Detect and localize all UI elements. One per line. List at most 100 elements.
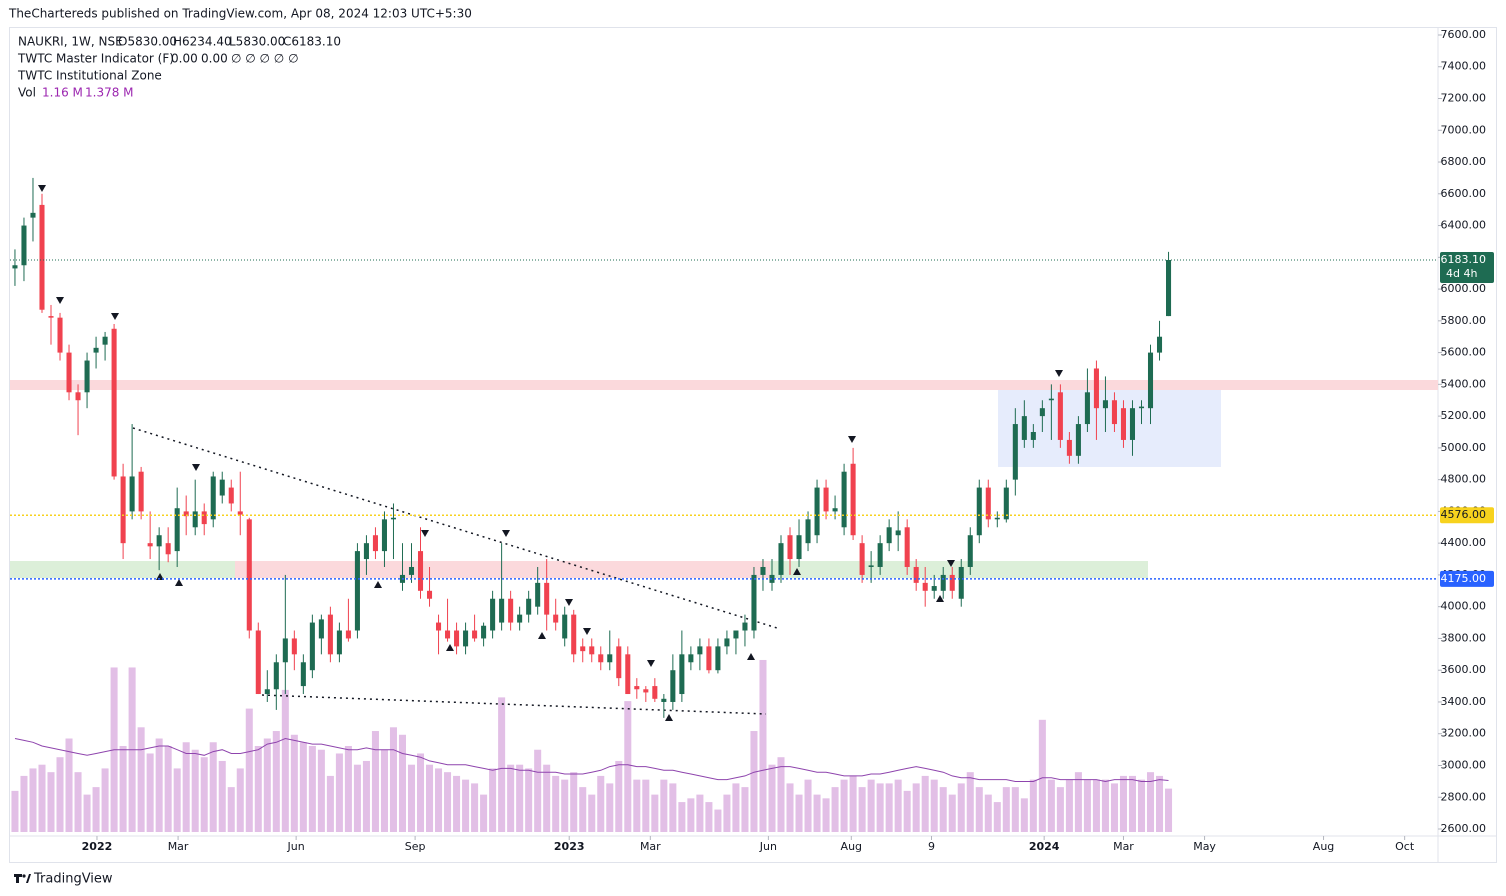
- candle-body: [1084, 392, 1090, 425]
- candle-body: [823, 487, 829, 512]
- candle-body: [57, 317, 63, 353]
- volume-bar: [1110, 783, 1118, 832]
- signal-marker: [947, 560, 955, 567]
- volume-bar: [588, 794, 596, 832]
- volume-bar: [624, 701, 632, 832]
- volume-bar: [362, 760, 370, 832]
- signal-marker: [665, 714, 673, 721]
- volume-bar: [957, 783, 965, 832]
- volume-bar: [281, 689, 289, 832]
- candle-body: [553, 614, 559, 623]
- candle-body: [1111, 400, 1117, 425]
- volume-bar: [480, 794, 488, 832]
- y-tick-label: 6800.00: [1441, 155, 1487, 168]
- candle-body: [517, 614, 523, 623]
- candle-body: [408, 566, 415, 575]
- volume-bar: [489, 768, 497, 832]
- y-tick-label: 7000.00: [1441, 123, 1487, 136]
- volume-bar: [47, 772, 55, 832]
- y-tick-label: 3000.00: [1441, 758, 1487, 771]
- volume-bar: [435, 768, 443, 832]
- volume-bar: [245, 708, 253, 832]
- candle-body: [183, 511, 189, 517]
- candle-body: [390, 517, 397, 520]
- candle-body: [796, 535, 802, 560]
- candle-body: [147, 543, 153, 547]
- candle-body: [976, 487, 982, 536]
- candle-body: [102, 336, 108, 345]
- price-level-tag: [1440, 507, 1494, 524]
- signal-marker: [1055, 370, 1063, 377]
- candle-body: [940, 574, 946, 591]
- candle-body: [156, 535, 162, 547]
- trend-lines: [132, 427, 778, 715]
- volume-bar: [20, 775, 28, 832]
- candle-body: [1048, 398, 1054, 401]
- volume-bar: [966, 772, 974, 832]
- signal-marker: [374, 581, 382, 588]
- x-tick-label: Jun: [759, 840, 777, 853]
- logo-part: [26, 874, 31, 883]
- y-tick-label: 7600.00: [1441, 28, 1487, 41]
- candle-body: [255, 630, 261, 695]
- candle-body: [372, 535, 378, 552]
- volume-bar: [876, 783, 884, 832]
- volume-bar: [795, 794, 803, 832]
- trendline: [132, 427, 778, 629]
- volume-bar: [813, 794, 821, 832]
- volume-bar: [606, 783, 614, 832]
- y-tick-label: 5800.00: [1441, 314, 1487, 327]
- volume-bar: [164, 745, 172, 832]
- brand: TradingView: [33, 872, 113, 887]
- volume-bar: [579, 787, 587, 832]
- signal-marker: [56, 297, 64, 304]
- volume-bar: [56, 757, 64, 832]
- candle-body: [174, 508, 180, 552]
- candle-body: [625, 654, 631, 695]
- volume-bar: [371, 731, 379, 832]
- candle-body: [571, 614, 577, 655]
- volume-bar: [975, 787, 983, 832]
- candle-body: [679, 654, 685, 695]
- candle-body: [381, 519, 387, 552]
- candle-body: [913, 566, 919, 583]
- candle-body: [1066, 439, 1072, 456]
- volume-bar: [1038, 719, 1046, 832]
- candle-body: [634, 686, 640, 690]
- signal-marker: [38, 185, 46, 192]
- volume-bar: [444, 772, 452, 832]
- volume-bar: [209, 742, 217, 832]
- supply-zone: [235, 561, 770, 578]
- volume-bar: [1156, 775, 1164, 832]
- volume-bar: [191, 749, 199, 832]
- volume-bar: [912, 783, 920, 832]
- candle-body: [670, 670, 676, 702]
- x-tick-label: 2022: [82, 840, 113, 853]
- y-tick-label: 6600.00: [1441, 187, 1487, 200]
- volume-bar: [1128, 775, 1136, 832]
- candle-body: [1012, 424, 1018, 480]
- volume-bar: [1011, 787, 1019, 832]
- candles: [12, 177, 1172, 721]
- volume-bar: [74, 772, 82, 832]
- volume-bar: [236, 768, 244, 832]
- candle-body: [318, 619, 324, 639]
- volume-bar: [317, 749, 325, 832]
- volume-bar: [570, 772, 578, 832]
- volume-bar: [1119, 775, 1127, 832]
- supply-zone: [10, 380, 1438, 390]
- volume-bar: [426, 764, 434, 832]
- candle-body: [1156, 336, 1163, 353]
- indicator-value: 0.00: [171, 52, 198, 66]
- volume-bar: [92, 787, 100, 832]
- volume-bar: [471, 783, 479, 832]
- volume-bar: [38, 764, 46, 832]
- volume-bar: [1083, 779, 1091, 832]
- y-tick-label: 6400.00: [1441, 219, 1487, 232]
- candle-body: [1075, 424, 1081, 456]
- volume-bar: [380, 749, 388, 832]
- candle-body: [895, 530, 901, 536]
- candle-body: [931, 586, 937, 591]
- candle-body: [589, 646, 595, 655]
- volume-bar: [146, 753, 154, 832]
